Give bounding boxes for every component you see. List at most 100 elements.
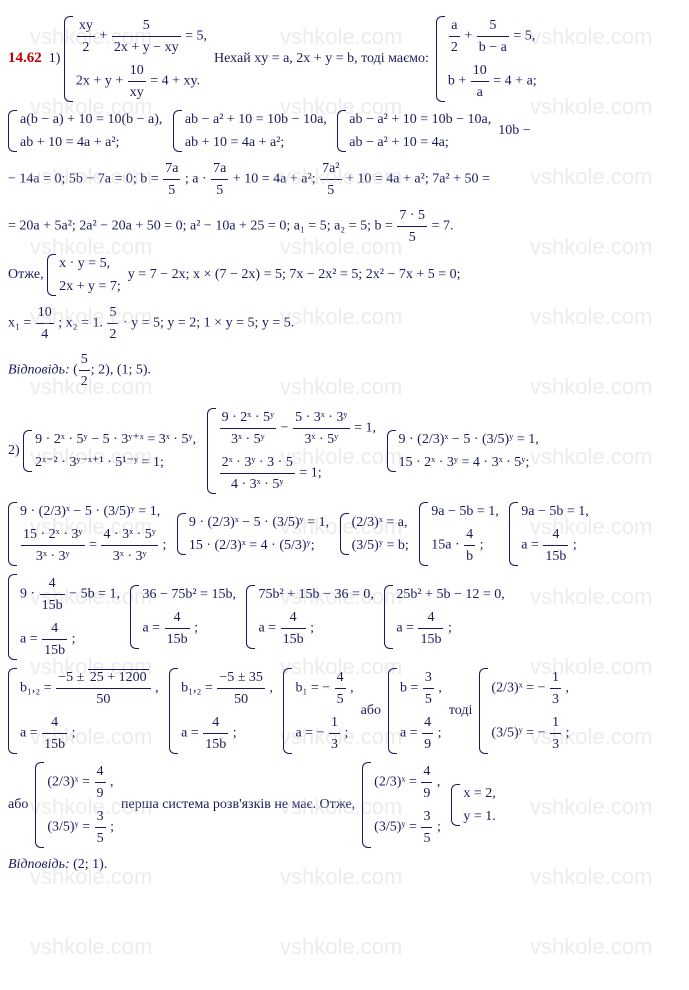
t: 2x + y − xy (112, 37, 181, 58)
t: тоді (449, 703, 473, 718)
t: = 1, (354, 421, 376, 436)
t: = 1; (299, 466, 321, 481)
t: 4 (40, 573, 65, 595)
answer-2: Відповідь: (2; 1). (8, 854, 681, 875)
p2-system-17: (2/3)ˣ = − 13 , (3/5)ʸ = − 13 ; (479, 666, 569, 756)
t: 5 (477, 15, 509, 37)
t: y = 7 − 2x; x × (7 − 2x) = 5; 7x − 2x² =… (128, 267, 461, 282)
t: 3 (421, 806, 432, 828)
answer-label: Відповідь: (8, 857, 70, 872)
problem-number: 14.62 (8, 50, 42, 66)
t: b₁ = − (295, 681, 330, 696)
t: = 5, (513, 29, 535, 44)
system-5: ab − a² + 10 = 10b − 10a, ab − a² + 10 =… (337, 108, 491, 154)
t: 1 (550, 667, 561, 689)
t: 2x + y + (76, 74, 123, 89)
t: 3ˣ · 5ʸ (220, 429, 277, 450)
t: 7 · 5 (397, 205, 427, 227)
t: 9 (421, 783, 432, 804)
row-6: x₁ = 104 ; x₂ = 1. 52 · y = 5; y = 2; 1 … (8, 302, 681, 345)
t: 9a − 5b = 1, (521, 500, 589, 523)
t: 9 · 2ˣ · 5ʸ − 5 · 3ʸ⁺ˣ = 3ˣ · 5ʸ, (35, 428, 196, 451)
p2-system-6: (2/3)ˣ = a, (3/5)ʸ = b; (340, 511, 409, 557)
p2-system-19: (2/3)ˣ = 49 , (3/5)ʸ = 35 ; (362, 760, 441, 850)
t: 4 (418, 607, 443, 629)
t: ; (437, 820, 441, 835)
t: 50 (217, 689, 265, 710)
t: ; (344, 726, 348, 741)
t: − (281, 421, 289, 436)
t: 15b (418, 629, 443, 650)
t: 50 (56, 689, 151, 710)
t: 4 (422, 712, 433, 734)
t: ; x₂ = 1. (58, 316, 103, 331)
t: ; (72, 726, 76, 741)
t: = 20a + 5a²; 2a² − 20a + 50 = 0; a² − 10… (8, 219, 393, 234)
p2-system-3: 9 · (2/3)ˣ − 5 · (3/5)ʸ = 1, 15 · 2ˣ · 3… (387, 428, 539, 474)
p2-system-12: 25b² + 5b − 12 = 0, a = 415b ; (384, 583, 504, 651)
t: a = (20, 726, 38, 741)
t: 3 (423, 667, 434, 689)
t: ; (110, 820, 114, 835)
t: · y = 5; y = 2; 1 × y = 5; y = 5. (123, 316, 294, 331)
t: 9 (422, 734, 433, 755)
t: перша система розв'язків не має. Отже, (121, 797, 355, 812)
p2-system-11: 75b² + 15b − 36 = 0, a = 415b ; (246, 583, 373, 651)
t: 9 · (20, 587, 35, 602)
system-4: ab − a² + 10 = 10b − 10a, ab + 10 = 4a +… (173, 108, 327, 154)
t: 5 (335, 689, 346, 710)
t: 9a − 5b = 1, (431, 500, 499, 523)
p2-system-13: b₁,₂ = −5 ± 25 + 120050 , a = 415b ; (8, 666, 159, 756)
t: 3 (550, 689, 561, 710)
text-subst: Нехай xy = a, 2x + y = b, тоді маємо: (214, 51, 429, 66)
t: 1 (329, 712, 340, 734)
p2-system-9: 9 · 415b − 5b = 1, a = 415b ; (8, 572, 120, 662)
p2-system-16: b = 35 , a = 49 ; (388, 666, 442, 756)
p2-system-14: b₁,₂ = −5 ± 3550 , a = 415b ; (169, 666, 273, 756)
t: ; (194, 621, 198, 636)
t: 15 · 2ˣ · 3ʸ = 4 · 3ˣ · 5ʸ; (399, 451, 539, 474)
t: 3 (329, 734, 340, 755)
t: 4 (281, 607, 306, 629)
row-4: = 20a + 5a²; 2a² − 20a + 50 = 0; a² − 10… (8, 205, 681, 248)
t: x₁ = (8, 316, 31, 331)
part2-label: 2) (8, 443, 20, 458)
t: b + (448, 74, 466, 89)
t: 36 − 75b² = 15b, (142, 583, 236, 606)
t: ; (310, 621, 314, 636)
t: 3ˣ · 3ʸ (21, 546, 85, 567)
t: a = (396, 621, 414, 636)
t: b₁,₂ = (181, 681, 213, 696)
t: a = (20, 632, 38, 647)
t: a (471, 82, 489, 103)
t: ; (573, 538, 577, 553)
t: 3ˣ · 3ʸ (101, 546, 158, 567)
t: ab − a² + 10 = 10b − 10a, (349, 108, 491, 131)
t: − 14a = 0; 5b − 7a = 0; b = (8, 172, 159, 187)
t: b = (400, 681, 418, 696)
p2-system-5: 9 · (2/3)ˣ − 5 · (3/5)ʸ = 1, 15 · (2/3)ˣ… (177, 511, 329, 557)
t: = (89, 538, 97, 553)
t: 4 · 3ˣ · 5ʸ (220, 474, 295, 495)
t: + 10 = 4a + a²; 7a² + 50 = (346, 172, 490, 187)
t: + 10 = 4a + a²; (233, 172, 316, 187)
t: ab + 10 = 4a + a²; (185, 131, 327, 154)
t: ab − a² + 10 = 4a; (349, 131, 491, 154)
t: (2/3)ˣ = (47, 775, 90, 790)
t: −5 ± 35 (217, 667, 265, 689)
t: 15 · (2/3)ˣ = 4 · (5/3)ʸ; (189, 534, 329, 557)
t: ; (162, 538, 166, 553)
p2-system-20: x = 2, y = 1. (451, 782, 495, 828)
t: 15b (42, 734, 67, 755)
t: 4 (42, 618, 67, 640)
t: 2 (77, 37, 95, 58)
t: Отже, (8, 267, 44, 282)
row-1: 14.62 1) xy2 + 52x + y − xy = 5, 2x + y … (8, 14, 681, 104)
t: = 7. (432, 219, 454, 234)
p2-system-1: 9 · 2ˣ · 5ʸ − 5 · 3ʸ⁺ˣ = 3ˣ · 5ʸ, 2ˣ⁻² ·… (23, 428, 196, 474)
t: 4 (421, 761, 432, 783)
p2-system-15: b₁ = − 45 , a = − 13 ; (283, 666, 353, 756)
row-2: a(b − a) + 10 = 10(b − a), ab + 10 = 4a … (8, 108, 681, 154)
t: (2/3)ˣ = (374, 775, 417, 790)
t: 4 (464, 524, 475, 546)
